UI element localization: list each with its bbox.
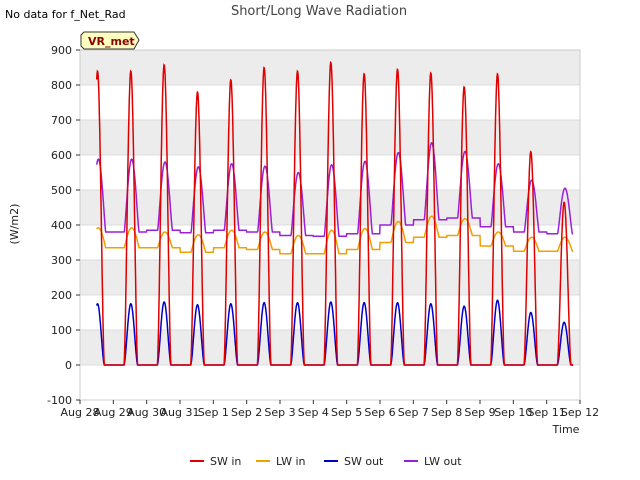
x-tick-label: Sep 11: [528, 406, 566, 419]
x-tick-label: Aug 30: [127, 406, 166, 419]
series-layer: [95, 60, 574, 366]
y-tick-label: 400: [51, 219, 72, 232]
series-line-sw-in: [95, 60, 574, 366]
x-tick-label: Aug 28: [61, 406, 100, 419]
x-tick-label: Aug 31: [161, 406, 200, 419]
y-tick-label: 600: [51, 149, 72, 162]
x-tick-label: Sep 4: [298, 406, 329, 419]
no-data-note: No data for f_Net_Rad: [5, 8, 126, 21]
x-tick-label: Sep 7: [398, 406, 429, 419]
grid-band: [80, 330, 580, 365]
chart-title: Short/Long Wave Radiation: [231, 4, 407, 19]
x-tick-label: Sep 2: [231, 406, 262, 419]
plot-area: [79, 49, 581, 401]
x-tick-label: Sep 1: [198, 406, 229, 419]
site-badge-shape: [80, 31, 140, 50]
legend-label: SW out: [344, 455, 384, 468]
y-tick-label: 700: [51, 114, 72, 127]
grid-band: [80, 190, 580, 225]
site-badge-label: VR_met: [88, 35, 135, 48]
site-badge: VR_met: [80, 31, 140, 50]
grid-lines: [79, 49, 581, 401]
x-axis-title: Time: [552, 423, 580, 436]
legend-label: LW in: [276, 455, 306, 468]
x-tick-label: Sep 3: [264, 406, 295, 419]
grid-band: [80, 120, 580, 155]
grid-band: [80, 260, 580, 295]
y-axis-title: (W/m2): [8, 204, 21, 245]
legend-label: LW out: [424, 455, 462, 468]
y-tick-label: 800: [51, 79, 72, 92]
x-tick-label: Sep 10: [494, 406, 532, 419]
y-tick-label: 500: [51, 184, 72, 197]
legend: SW in LW in SW out LW out: [190, 455, 462, 468]
y-tick-label: 200: [51, 289, 72, 302]
y-tick-label: 100: [51, 324, 72, 337]
legend-label: SW in: [210, 455, 241, 468]
x-tick-label: Sep 5: [331, 406, 362, 419]
x-tick-label: Sep 8: [431, 406, 462, 419]
y-axis: -100 0 100 200 300 400 500 600 700 800 900: [47, 44, 80, 407]
x-tick-label: Aug 29: [94, 406, 133, 419]
x-tick-label: Sep 6: [364, 406, 395, 419]
y-tick-label: 0: [65, 359, 72, 372]
x-tick-label: Sep 9: [464, 406, 495, 419]
y-tick-label: 300: [51, 254, 72, 267]
y-tick-label: -100: [47, 394, 72, 407]
x-tick-label: Sep 12: [561, 406, 599, 419]
y-tick-label: 900: [51, 44, 72, 57]
